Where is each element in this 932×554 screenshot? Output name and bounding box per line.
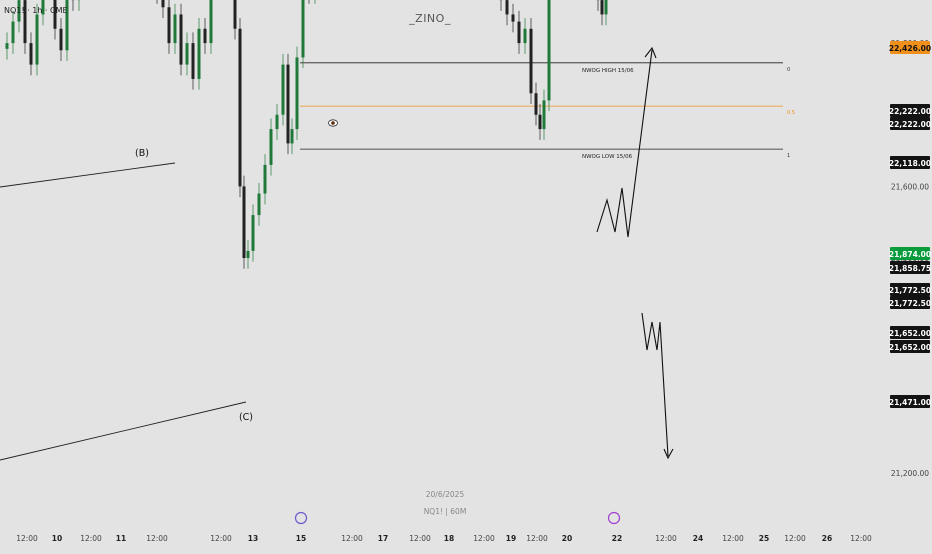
- x-tick-label: 12:00: [146, 534, 168, 543]
- price-label: 22,222.00: [889, 104, 931, 117]
- x-tick-label: 12:00: [784, 534, 806, 543]
- price-label-text: 21,858.75: [889, 264, 931, 273]
- candle-body: [162, 0, 165, 7]
- candle-body: [243, 186, 246, 258]
- candle-body: [270, 129, 273, 165]
- bearish-projection-path: [642, 313, 668, 456]
- x-tick-label: 12:00: [722, 534, 744, 543]
- wave-c-label: (C): [239, 412, 253, 423]
- x-tick-label: 25: [759, 534, 769, 543]
- candle-body: [252, 215, 255, 251]
- price-label-text: 22,426.00: [889, 44, 931, 53]
- nwog-low-label: NWOG LOW 15/06: [582, 154, 633, 160]
- candle-body: [247, 251, 250, 258]
- price-label: 22,118.00: [889, 156, 931, 169]
- x-tick-label: 26: [822, 534, 832, 543]
- eye-pupil-icon: [331, 121, 335, 125]
- candle-body: [204, 29, 207, 43]
- price-label-text: 22,118.00: [889, 159, 931, 168]
- candle-body: [264, 165, 267, 194]
- y-tick-label: 21,600.00: [891, 182, 929, 191]
- wave-upper-line: [0, 163, 175, 187]
- chart-title: _ZINO_: [0, 12, 860, 25]
- candle-body: [530, 29, 533, 93]
- candle-body: [282, 65, 285, 115]
- x-tick-label: 12:00: [409, 534, 431, 543]
- x-tick-label: 15: [296, 534, 306, 543]
- candle-body: [30, 43, 33, 64]
- watermark-symbol: NQ1! | 60M: [0, 507, 890, 516]
- wave-b-label: (B): [135, 148, 149, 159]
- time-axis[interactable]: 12:00 10 12:00 11 12:00 12:00 13 15 12:00 17 12:00…: [16, 513, 872, 544]
- price-label-text: 21,772.50: [889, 286, 931, 295]
- bullish-arrow-icon: [645, 48, 656, 58]
- x-tick-label: 12:00: [526, 534, 548, 543]
- candle-body: [198, 29, 201, 79]
- price-label: 21,858.75: [889, 261, 931, 274]
- candle-body: [543, 100, 546, 129]
- candles: [6, 0, 612, 269]
- price-label: 22,222.00: [889, 117, 931, 130]
- candle-body: [60, 29, 63, 50]
- x-tick-label: 19: [506, 534, 516, 543]
- price-label: 21,874.00: [889, 247, 931, 260]
- x-tick-label: 10: [52, 534, 62, 543]
- x-tick-label: 12:00: [210, 534, 232, 543]
- candle-body: [302, 0, 305, 57]
- x-tick-label: 12:00: [80, 534, 102, 543]
- x-tick-label: 20: [562, 534, 572, 543]
- price-label-text: 21,471.00: [889, 398, 931, 407]
- candle-body: [192, 43, 195, 79]
- bullish-projection-path: [597, 50, 652, 237]
- price-label: 21,652.00: [889, 340, 931, 353]
- price-label: 21,652.00: [889, 326, 931, 339]
- candle-body: [535, 93, 538, 114]
- price-labels: 22,426.00 22,222.00 22,222.00 22,118.00 21,8…: [889, 41, 931, 408]
- price-label: 21,772.50: [889, 296, 931, 309]
- candle-body: [239, 29, 242, 187]
- price-label-text: 21,652.00: [889, 343, 931, 352]
- x-tick-label: 24: [693, 534, 703, 543]
- x-tick-label: 12:00: [341, 534, 363, 543]
- price-label-text: 21,772.50: [889, 299, 931, 308]
- wave-lower-line: [0, 402, 246, 460]
- candle-body: [296, 57, 299, 129]
- x-tick-label: 18: [444, 534, 454, 543]
- fib-label: 0.5: [787, 110, 795, 116]
- price-label-text: 21,652.00: [889, 329, 931, 338]
- watermark-date: 20/6/2025: [0, 490, 890, 499]
- x-tick-label: 12:00: [655, 534, 677, 543]
- candle-body: [276, 115, 279, 129]
- candle-body: [291, 129, 294, 143]
- fib-label: 0: [787, 67, 790, 73]
- candle-body: [258, 194, 261, 215]
- price-label-text: 22,222.00: [889, 120, 931, 129]
- fib-label: 1: [787, 153, 790, 159]
- price-label-text: 21,874.00: [889, 250, 931, 259]
- x-tick-label: 12:00: [473, 534, 495, 543]
- candle-body: [186, 43, 189, 64]
- price-label: 21,471.00: [889, 395, 931, 408]
- x-tick-label: 12:00: [16, 534, 38, 543]
- x-tick-label: 13: [248, 534, 258, 543]
- price-label-text: 22,222.00: [889, 107, 931, 116]
- x-tick-label: 12:00: [850, 534, 872, 543]
- nwog-high-label: NWOG HIGH 15/06: [582, 68, 634, 74]
- price-label: 22,426.00: [889, 41, 931, 54]
- x-tick-label: 22: [612, 534, 622, 543]
- candle-body: [524, 29, 527, 43]
- y-tick-label: 21,200.00: [891, 469, 929, 478]
- candle-body: [287, 65, 290, 144]
- candle-body: [6, 43, 9, 49]
- price-label: 21,772.50: [889, 283, 931, 296]
- bearish-arrow-icon: [664, 449, 673, 458]
- x-tick-label: 11: [116, 534, 126, 543]
- x-tick-label: 17: [378, 534, 388, 543]
- candle-body: [539, 115, 542, 129]
